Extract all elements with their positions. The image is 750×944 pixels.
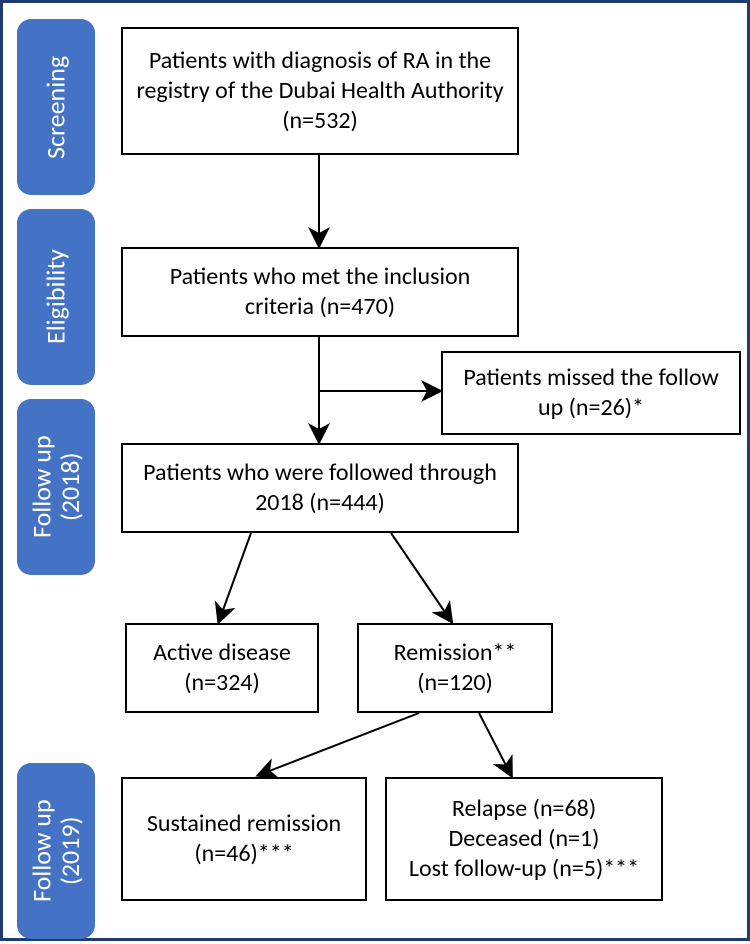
box-text: Remission** (n=120): [369, 638, 541, 698]
stage-label-text: Follow up (2018): [27, 436, 84, 539]
stage-label-text: Screening: [42, 55, 71, 158]
sustained-remission-box: Sustained remission (n=46)***: [121, 777, 367, 901]
box-text: Relapse (n=68) Deceased (n=1) Lost follo…: [409, 794, 639, 884]
box-text: Patients with diagnosis of RA in the reg…: [133, 46, 507, 136]
stage-label-text: Follow up (2019): [27, 800, 84, 903]
stage-followup-2019: Follow up (2019): [17, 763, 95, 939]
box-text: Active disease (n=324): [137, 638, 307, 698]
active-disease-box: Active disease (n=324): [125, 623, 319, 713]
stage-label-text: Eligibility: [42, 250, 71, 345]
eligibility-box: Patients who met the inclusion criteria …: [121, 247, 519, 337]
flowchart-canvas: Screening Eligibility Follow up (2018) F…: [0, 0, 750, 941]
screening-box: Patients with diagnosis of RA in the reg…: [121, 27, 519, 155]
stage-followup-2018: Follow up (2018): [17, 399, 95, 575]
remission-box: Remission** (n=120): [357, 623, 553, 713]
outcomes-box: Relapse (n=68) Deceased (n=1) Lost follo…: [385, 777, 663, 901]
stage-screening: Screening: [17, 19, 95, 195]
box-text: Patients who met the inclusion criteria …: [133, 262, 507, 322]
box-text: Sustained remission (n=46)***: [133, 809, 355, 869]
stage-eligibility: Eligibility: [17, 209, 95, 385]
missed-followup-box: Patients missed the follow up (n=26)*: [441, 351, 741, 435]
box-text: Patients missed the follow up (n=26)*: [453, 363, 729, 423]
box-text: Patients who were followed through 2018 …: [133, 458, 507, 518]
followed-2018-box: Patients who were followed through 2018 …: [121, 443, 519, 533]
